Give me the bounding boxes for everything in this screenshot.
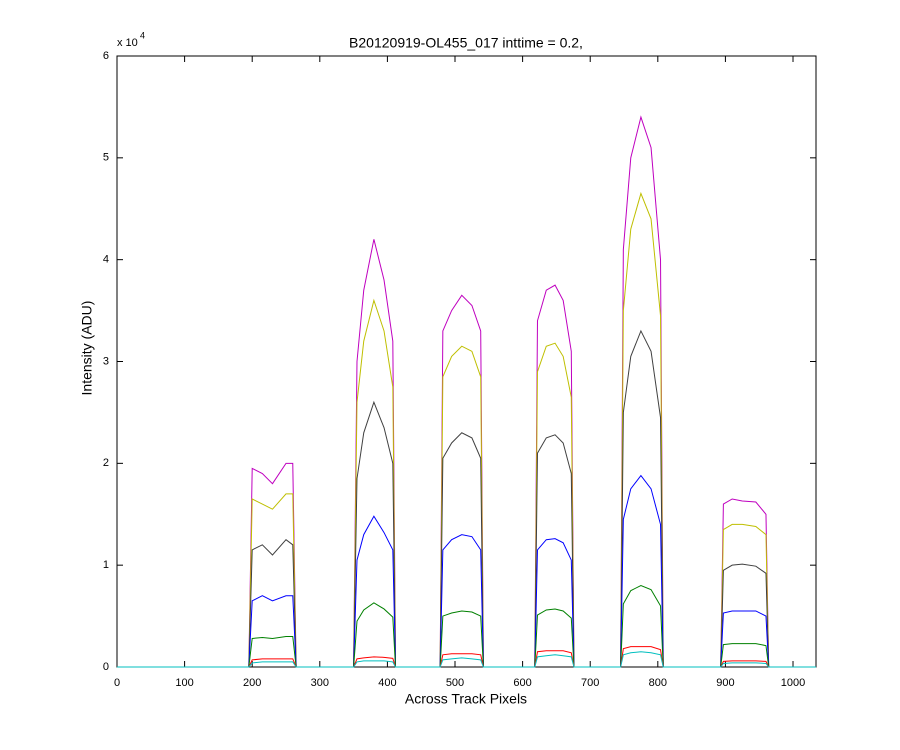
y-tick-label: 3 xyxy=(103,355,109,367)
x-tick-label: 400 xyxy=(378,677,396,689)
y-scale-label: x 10 xyxy=(117,37,138,49)
x-tick-label: 500 xyxy=(446,677,464,689)
x-axis-label: Across Track Pixels xyxy=(405,691,527,707)
x-tick-label: 200 xyxy=(243,677,261,689)
x-tick-label: 700 xyxy=(581,677,599,689)
x-tick-label: 0 xyxy=(114,677,120,689)
x-tick-label: 600 xyxy=(513,677,531,689)
y-scale-exponent: 4 xyxy=(140,30,145,40)
y-tick-label: 6 xyxy=(103,50,109,62)
y-tick-label: 4 xyxy=(103,254,109,266)
x-tick-label: 1000 xyxy=(781,677,805,689)
y-tick-label: 1 xyxy=(103,559,109,571)
y-tick-label: 5 xyxy=(103,152,109,164)
y-tick-label: 2 xyxy=(103,457,109,469)
plot-area xyxy=(116,55,817,668)
chart-title: B20120919-OL455_017 inttime = 0.2, xyxy=(349,35,583,51)
x-tick-label: 900 xyxy=(716,677,734,689)
x-tick-label: 800 xyxy=(649,677,667,689)
y-axis-label: Intensity (ADU) xyxy=(79,301,95,396)
y-tick-label: 0 xyxy=(103,661,109,673)
x-tick-label: 300 xyxy=(311,677,329,689)
x-tick-label: 100 xyxy=(175,677,193,689)
data-line xyxy=(117,651,816,668)
